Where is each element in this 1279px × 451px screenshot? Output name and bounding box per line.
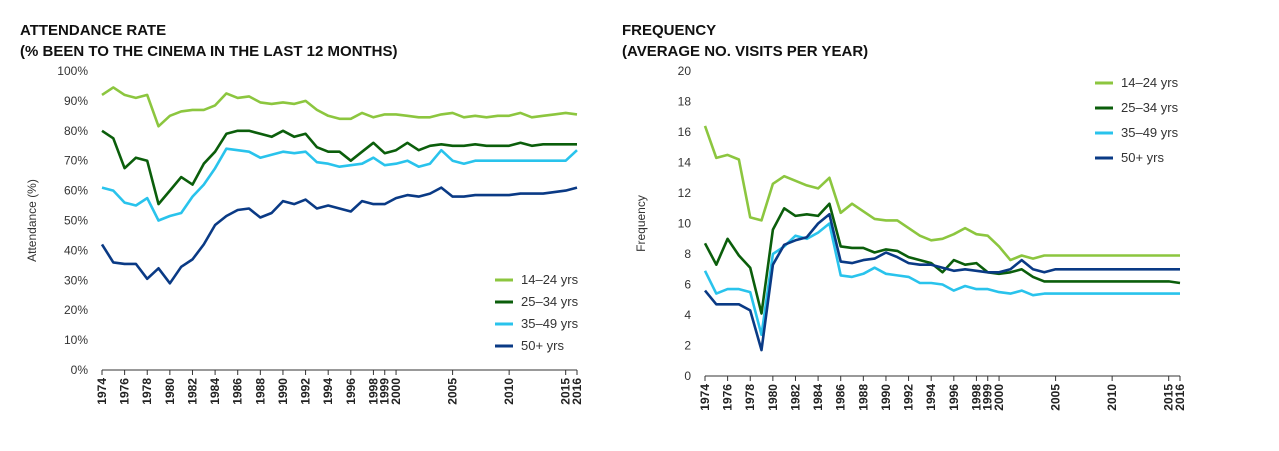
x-tick-label: 2015 (559, 378, 573, 405)
legend-label: 14–24 yrs (1121, 75, 1179, 90)
series-line-3 (703, 222, 1180, 337)
x-tick-label: 1974 (698, 384, 712, 411)
y-tick-label: 90% (64, 94, 88, 108)
y-tick-label: 16 (678, 125, 692, 139)
x-tick-label: 1978 (743, 384, 757, 411)
x-tick-label: 1976 (721, 384, 735, 411)
x-tick-label: 2005 (446, 378, 460, 405)
x-tick-label: 1996 (947, 384, 961, 411)
x-tick-label: 1998 (969, 384, 983, 411)
y-tick-label: 8 (684, 247, 691, 261)
legend-label: 25–34 yrs (521, 294, 579, 309)
legend-label: 50+ yrs (1121, 150, 1164, 165)
y-tick-label: 80% (64, 124, 88, 138)
x-tick-label: 2000 (389, 378, 403, 405)
chart-1-title-line: ATTENDANCE RATE (20, 22, 167, 39)
x-tick-label: 1998 (366, 378, 380, 405)
legend-label: 14–24 yrs (521, 272, 579, 287)
y-tick-label: 10% (64, 333, 88, 347)
y-tick-label: 20 (678, 64, 692, 78)
x-tick-label: 1986 (834, 384, 848, 411)
y-tick-label: 6 (684, 278, 691, 292)
x-tick-label: 1992 (902, 384, 916, 411)
frequency-chart: 0 2 4 6 8 10 12 14 16 18 20 Frequency 1974 1976 1978 19… (634, 64, 1187, 411)
legend-label: 25–34 yrs (1121, 100, 1179, 115)
x-tick-label: 2010 (1105, 384, 1119, 411)
y-tick-label: 0% (71, 363, 89, 377)
legend-label: 35–49 yrs (521, 316, 579, 331)
x-tick-label: 1994 (321, 378, 335, 405)
y-tick-label: 40% (64, 243, 88, 257)
series-line-4 (100, 186, 578, 285)
x-tick-label: 1982 (788, 384, 802, 411)
series-line-3 (101, 147, 578, 222)
y-tick-label: 4 (684, 308, 691, 322)
x-tick-label: 1982 (185, 378, 199, 405)
x-tick-label: 1984 (811, 384, 825, 411)
x-tick-label: 1990 (276, 378, 290, 405)
x-tick-label: 2015 (1162, 384, 1176, 411)
x-tick-label: 1988 (856, 384, 870, 411)
y-tick-label: 100% (57, 64, 88, 78)
y-tick-label: 50% (64, 214, 88, 228)
y-tick-label: 20% (64, 303, 88, 317)
y-axis-label: Frequency (634, 195, 648, 252)
y-tick-label: 0 (684, 369, 691, 383)
series-line-1 (101, 86, 578, 128)
y-tick-label: 30% (64, 273, 88, 287)
chart-2-title-line: FREQUENCY (622, 22, 717, 39)
y-tick-label: 60% (64, 184, 88, 198)
legend-label: 50+ yrs (521, 338, 564, 353)
chart-2-title: FREQUENCY (AVERAGE NO. VISITS PER YEAR) (622, 20, 868, 62)
x-tick-label: 1984 (208, 378, 222, 405)
x-tick-label: 1980 (163, 378, 177, 405)
chart-2-subtitle-line: (AVERAGE NO. VISITS PER YEAR) (622, 43, 869, 60)
x-tick-label: 2010 (502, 378, 516, 405)
x-tick-label: 1974 (95, 378, 109, 405)
y-tick-label: 12 (678, 186, 692, 200)
chart-1-title: ATTENDANCE RATE (% BEEN TO THE CINEMA IN… (20, 20, 398, 62)
x-tick-label: 1976 (118, 378, 132, 405)
x-tick-label: 2005 (1049, 384, 1063, 411)
y-axis-label: Attendance (%) (25, 179, 39, 262)
x-tick-label: 1990 (879, 384, 893, 411)
series-line-1 (703, 125, 1180, 262)
x-tick-label: 1988 (253, 378, 267, 405)
x-tick-label: 1994 (924, 384, 938, 411)
series-line-2 (703, 202, 1181, 315)
y-tick-label: 14 (678, 156, 692, 170)
y-tick-label: 18 (678, 95, 692, 109)
x-tick-label: 1999 (378, 378, 392, 405)
y-tick-label: 70% (64, 154, 88, 168)
y-tick-label: 2 (684, 339, 691, 353)
x-tick-label: 1978 (140, 378, 154, 405)
chart-1-subtitle-line: (% BEEN TO THE CINEMA IN THE LAST 12 MON… (20, 43, 398, 60)
x-tick-label: 1980 (766, 384, 780, 411)
y-tick-label: 10 (678, 217, 692, 231)
series-line-4 (703, 213, 1180, 352)
x-tick-label: 1992 (299, 378, 313, 405)
x-tick-label: 2016 (1173, 384, 1187, 411)
attendance-chart: 0% 10% 20% 30% 40% 50% 60% 70% 80% 90% 100% Attenda… (25, 64, 584, 405)
legend-label: 35–49 yrs (1121, 125, 1179, 140)
x-tick-label: 1999 (981, 384, 995, 411)
x-tick-label: 2016 (570, 378, 584, 405)
series-line-2 (101, 129, 577, 206)
x-tick-label: 2000 (992, 384, 1006, 411)
x-tick-label: 1986 (231, 378, 245, 405)
x-tick-label: 1996 (344, 378, 358, 405)
